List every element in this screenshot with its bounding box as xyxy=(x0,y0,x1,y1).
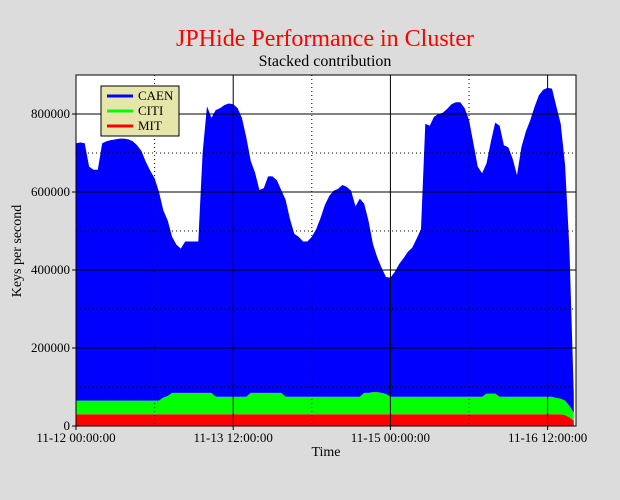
legend-label-citi: CITI xyxy=(138,103,163,118)
x-tick-label: 11-16 12:00:00 xyxy=(508,430,587,445)
chart-subtitle: Stacked contribution xyxy=(259,53,392,70)
y-tick-label: 0 xyxy=(64,418,71,433)
legend-label-mit: MIT xyxy=(138,118,162,133)
x-axis-ticks: 11-12 00:00:00 11-13 12:00:00 11-15 00:00:… xyxy=(36,426,587,445)
y-axis-label: Keys per second xyxy=(10,205,25,298)
series-areas xyxy=(76,87,574,426)
x-axis-label: Time xyxy=(311,445,340,460)
area-mit xyxy=(76,414,574,426)
y-tick-label: 400000 xyxy=(31,262,70,277)
y-axis-ticks: 0 200000 400000 600000 800000 xyxy=(31,106,76,433)
x-tick-label: 11-13 12:00:00 xyxy=(194,430,273,445)
area-citi xyxy=(76,392,574,421)
plot-frame xyxy=(75,74,577,427)
x-tick-label: 11-15 00:00:00 xyxy=(351,430,430,445)
y-tick-label: 600000 xyxy=(31,184,70,199)
y-tick-label: 800000 xyxy=(31,106,70,121)
y-tick-label: 200000 xyxy=(31,340,70,355)
chart-title: JPHide Performance in Cluster xyxy=(176,26,474,52)
area-caen xyxy=(76,87,574,413)
legend-label-caen: CAEN xyxy=(138,88,174,103)
x-tick-label: 11-12 00:00:00 xyxy=(36,430,115,445)
